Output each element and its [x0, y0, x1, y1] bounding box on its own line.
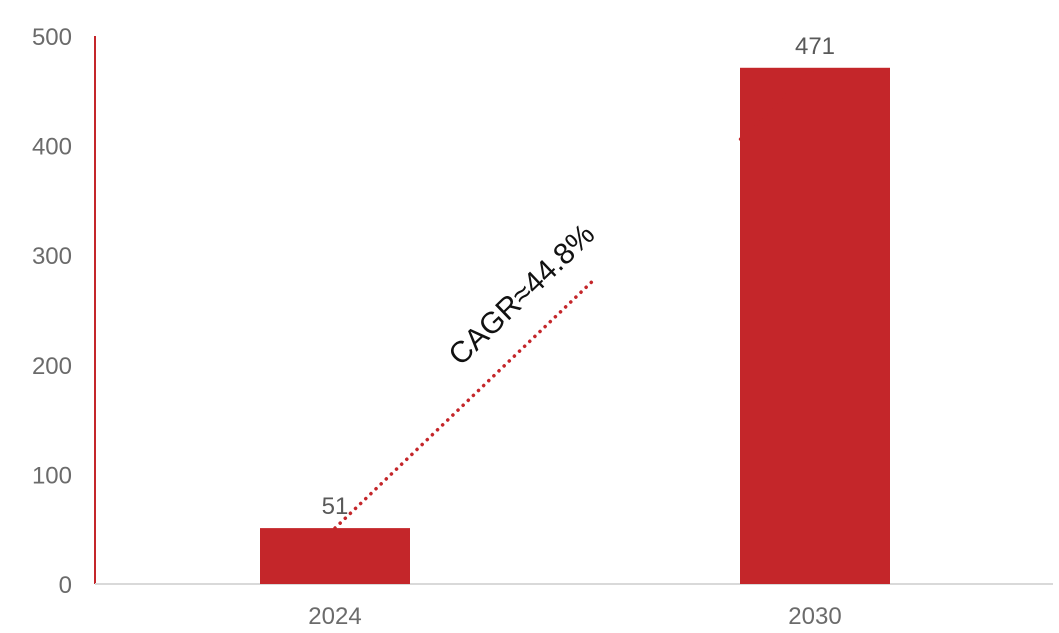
x-tick-label: 2024 — [308, 603, 361, 630]
y-tick-label: 200 — [32, 353, 72, 380]
y-tick-label: 100 — [32, 462, 72, 489]
cagr-annotation-label: CAGR≈44.8% — [443, 218, 602, 372]
cagr-trend-line-1 — [333, 280, 594, 530]
bar-2024 — [260, 528, 410, 584]
x-axis: 2024 2030 — [95, 583, 1053, 630]
bars — [260, 67, 890, 584]
y-tick-label: 0 — [59, 572, 72, 599]
y-axis: 0 100 200 300 400 500 — [32, 24, 96, 599]
x-tick-label: 2030 — [788, 603, 841, 630]
data-labels: 51 471 — [322, 33, 835, 520]
y-tick-label: 300 — [32, 243, 72, 270]
cagr-trend-line-2 — [738, 66, 817, 141]
y-tick-label: 500 — [32, 24, 72, 51]
data-label-2024: 51 — [322, 493, 349, 520]
bar-2030 — [740, 67, 890, 584]
y-tick-label: 400 — [32, 134, 72, 161]
data-label-2030: 471 — [795, 33, 835, 60]
